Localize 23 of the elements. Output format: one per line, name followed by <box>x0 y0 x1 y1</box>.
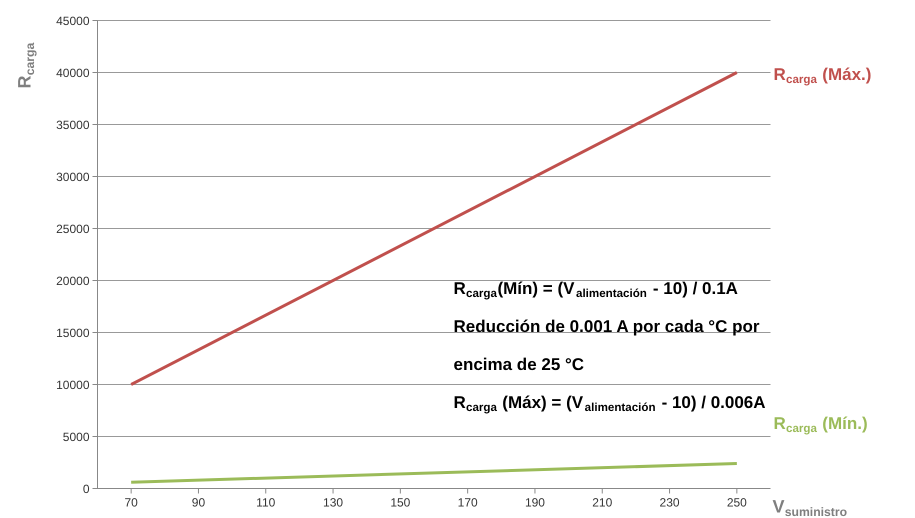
y-tick-label: 30000 <box>56 170 90 184</box>
x-tick-label: 90 <box>192 496 206 510</box>
x-tick-label: 150 <box>390 496 411 510</box>
y-tick-label: 10000 <box>56 378 90 392</box>
x-tick-label: 210 <box>592 496 613 510</box>
y-tick-label: 25000 <box>56 222 90 236</box>
y-tick-label: 45000 <box>56 14 90 28</box>
text: Rcarga <box>14 42 37 88</box>
y-tick-label: 0 <box>82 482 90 496</box>
annotation: Reducción de 0.001 A por cada °C por <box>454 317 760 336</box>
annotation: encima de 25 °C <box>454 355 584 374</box>
y-tick-label: 5000 <box>62 430 90 444</box>
y-tick-label: 35000 <box>56 118 90 132</box>
x-tick-label: 250 <box>726 496 748 510</box>
x-tick-label: 230 <box>660 496 680 510</box>
y-tick-label: 40000 <box>56 66 90 80</box>
x-tick-label: 130 <box>323 496 344 510</box>
x-tick-label: 110 <box>256 496 276 510</box>
y-tick-label: 20000 <box>56 274 90 288</box>
x-tick-label: 190 <box>524 496 546 510</box>
y-tick-label: 15000 <box>56 326 90 340</box>
x-tick-label: 70 <box>124 496 138 510</box>
x-tick-label: 170 <box>458 496 478 510</box>
